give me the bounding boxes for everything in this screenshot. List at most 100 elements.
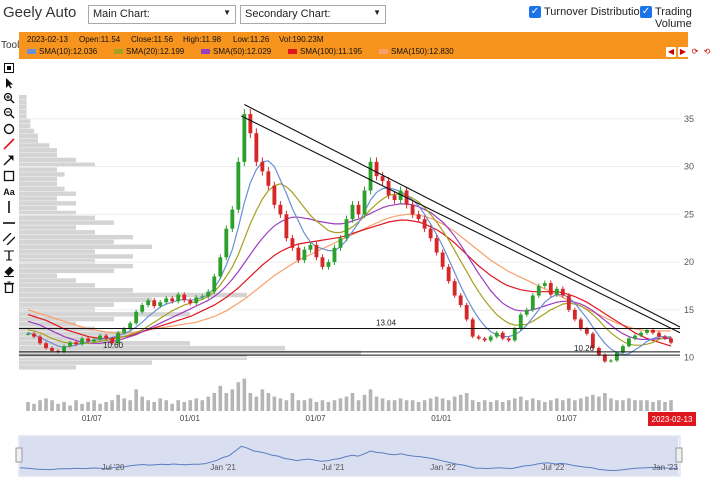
volume-bar — [464, 393, 469, 411]
candle-body — [134, 311, 139, 324]
volume-bar — [182, 402, 187, 411]
candle-body — [530, 295, 535, 310]
turnover-bar — [19, 244, 152, 249]
volume-bar — [200, 400, 205, 411]
trash-icon[interactable] — [1, 281, 17, 295]
arrow-icon[interactable] — [1, 154, 17, 168]
navigator-label: Jan '22 — [430, 463, 456, 472]
reset-icon[interactable]: ⟳ — [690, 47, 700, 57]
zoom-out-icon[interactable] — [1, 107, 17, 121]
turnover-bar — [19, 225, 76, 230]
turnover-distribution-checkbox[interactable]: ✓ — [529, 6, 541, 18]
zoom-in-icon[interactable] — [1, 92, 17, 106]
candle-body — [182, 294, 187, 301]
candle-body — [572, 309, 577, 320]
toolbar-label: Tool — [1, 40, 20, 51]
turnover-bar — [19, 196, 57, 201]
candle-body — [212, 276, 217, 292]
legend-low: Low:11.26 — [233, 35, 270, 44]
candle-body — [62, 346, 66, 352]
volume-bar — [332, 400, 337, 411]
volume-bar — [68, 405, 72, 411]
volume-bar — [549, 400, 553, 411]
circle-icon[interactable] — [1, 123, 17, 137]
volume-bar — [579, 398, 583, 411]
turnover-bar — [19, 302, 114, 307]
volume-bar — [651, 402, 655, 411]
candle-body — [560, 288, 565, 296]
volume-bar — [663, 402, 667, 411]
volume-bar — [152, 402, 157, 411]
scroll-right-icon[interactable]: ▶ — [678, 47, 688, 57]
select-icon[interactable] — [1, 62, 17, 76]
secondary-chart-select[interactable]: Secondary Chart: ▼ — [240, 5, 386, 24]
volume-bar — [530, 398, 535, 411]
turnover-bar — [19, 201, 76, 206]
sma50-line — [27, 203, 671, 344]
line-icon[interactable] — [1, 138, 17, 152]
fibonacci-icon[interactable] — [1, 249, 17, 263]
turnover-bar — [19, 273, 57, 278]
legend-high: High:11.98 — [183, 35, 222, 44]
candle-body — [290, 238, 295, 248]
volume-bar — [645, 400, 649, 411]
candle-body — [500, 332, 505, 339]
volume-bar — [524, 400, 529, 411]
volume-bar — [482, 400, 487, 411]
turnover-bar — [19, 263, 133, 269]
candle-body — [122, 328, 127, 333]
eraser-icon[interactable] — [1, 265, 17, 279]
candle-body — [50, 348, 54, 351]
volume-bar — [422, 400, 427, 411]
turnover-bar — [19, 312, 190, 317]
candle-body — [86, 338, 91, 342]
volume-bar — [248, 393, 253, 411]
candle-body — [152, 300, 157, 307]
volume-bar — [224, 393, 229, 411]
candle-body — [32, 333, 36, 337]
turnover-bar — [19, 259, 95, 264]
volume-bar — [488, 402, 493, 411]
volume-bar — [62, 402, 66, 411]
turnover-distribution-label: Turnover Distribution — [544, 6, 646, 18]
ohlc-legend-bar: 2023-02-13 Open:11.54 Close:11.56 High:1… — [19, 32, 688, 59]
volume-bar — [567, 398, 571, 411]
scroll-left-icon[interactable]: ◀ — [666, 47, 676, 57]
candle-body — [518, 314, 523, 329]
turnover-bar — [19, 239, 114, 245]
turnover-bar — [19, 167, 57, 172]
candle-body — [669, 338, 673, 343]
volume-bar — [32, 403, 36, 411]
candle-body — [314, 244, 319, 258]
candle-body — [428, 228, 433, 239]
volume-bar — [657, 400, 661, 411]
parallel-lines-icon[interactable] — [1, 232, 17, 247]
candle-body — [68, 342, 72, 347]
refresh-icon[interactable]: ⟲ — [702, 47, 712, 57]
turnover-bar — [19, 287, 133, 293]
main-chart-select[interactable]: Main Chart: ▼ — [88, 5, 236, 24]
candle-body — [380, 176, 385, 181]
volume-bar — [615, 400, 619, 411]
navigator-handle-right — [675, 447, 683, 463]
candle-body — [482, 338, 487, 341]
turnover-bar — [19, 186, 65, 192]
volume-bar — [512, 398, 517, 411]
candle-body — [524, 309, 529, 315]
volume-bar — [134, 389, 138, 411]
volume-bar — [356, 400, 361, 411]
rectangle-icon[interactable] — [1, 170, 17, 184]
candle-body — [651, 329, 655, 333]
candle-body — [410, 204, 415, 215]
legend-swatch — [27, 49, 36, 55]
navigator-label: Jan '21 — [210, 463, 236, 472]
trading-volume-checkbox[interactable]: ✓ — [640, 6, 652, 18]
horizontal-line-icon[interactable] — [1, 217, 17, 231]
vertical-line-icon[interactable] — [1, 201, 17, 215]
volume-bar — [308, 398, 313, 411]
pointer-icon[interactable] — [1, 77, 17, 91]
text-icon[interactable]: Aa — [3, 187, 15, 197]
candle-body — [554, 288, 559, 295]
turnover-bar — [19, 350, 361, 356]
